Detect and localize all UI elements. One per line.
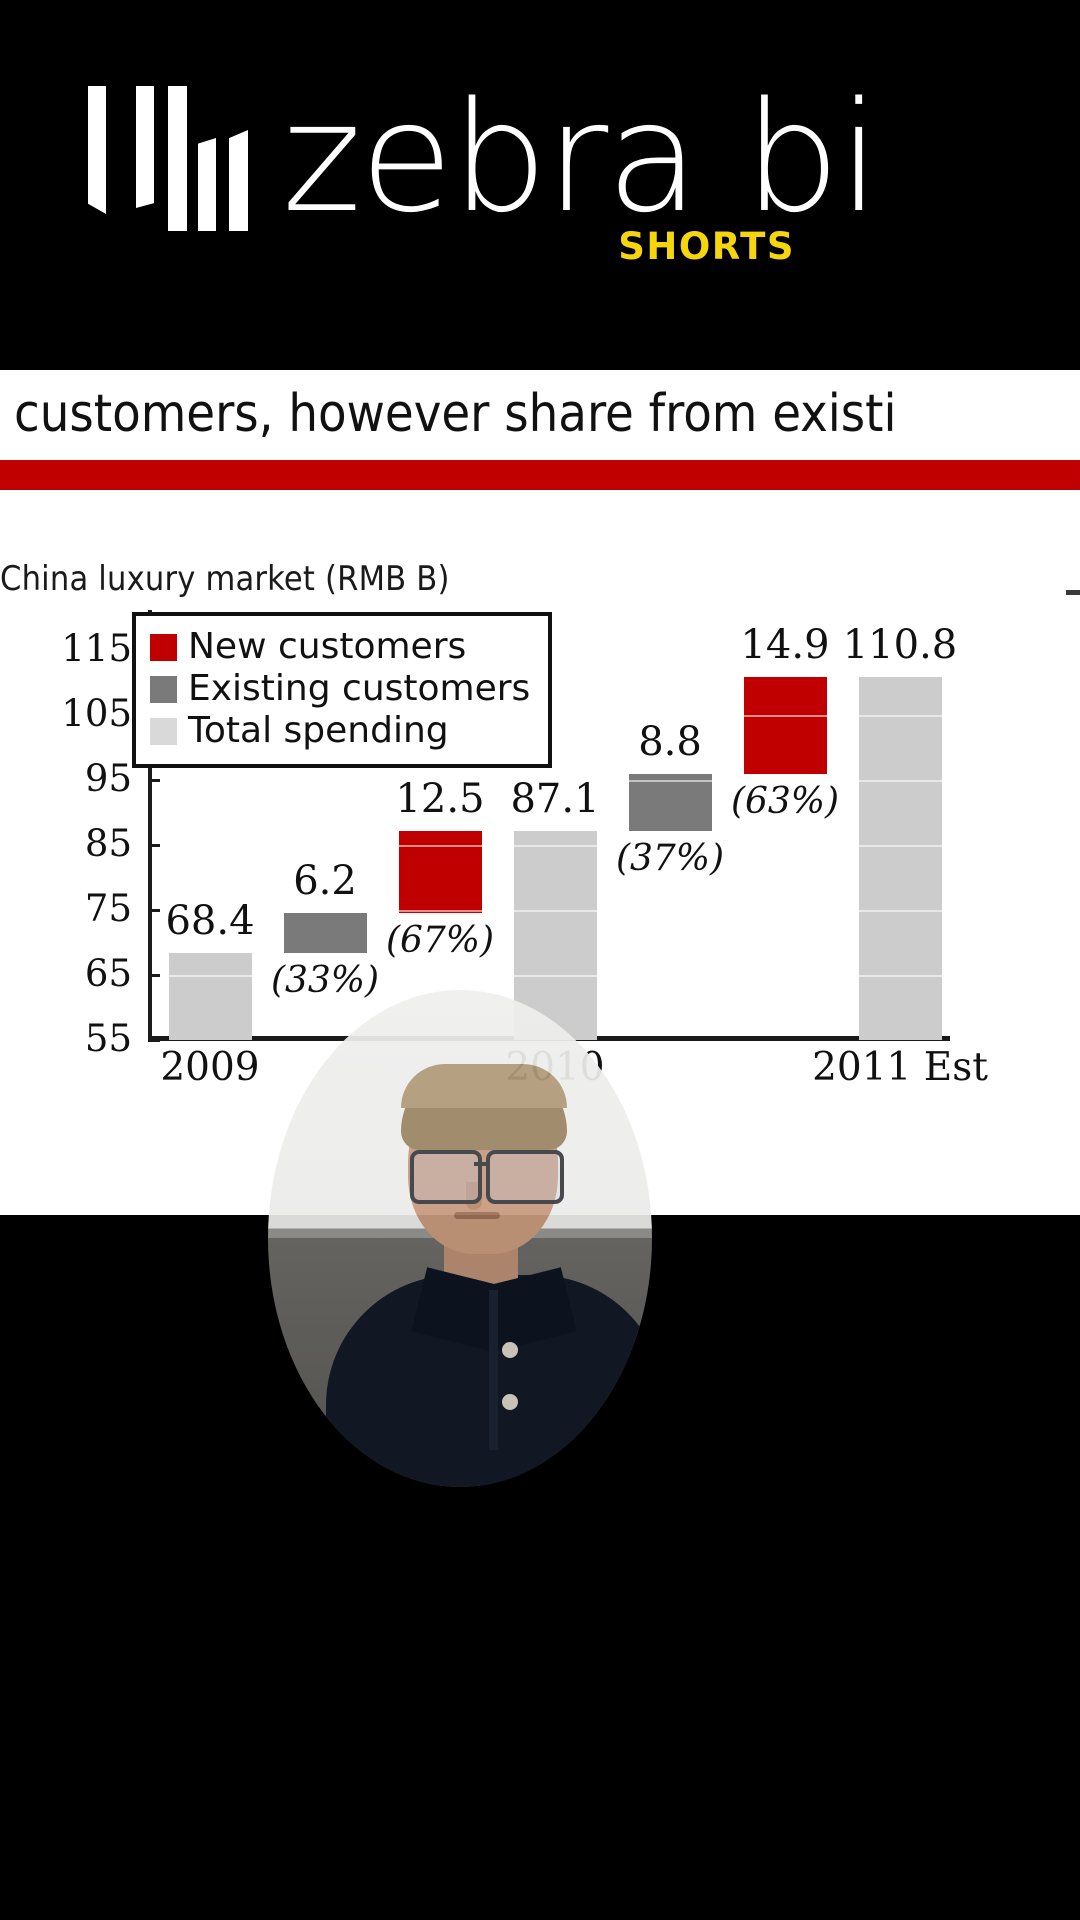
bar-seam — [168, 974, 252, 977]
caption-bar: customers, however share from existi — [0, 370, 1080, 460]
legend-item: Existing customers — [150, 668, 530, 710]
legend-label: Existing customers — [188, 668, 531, 709]
bar-seam — [858, 909, 942, 912]
bar-value-label: 6.2 — [293, 857, 357, 904]
bar-existing-customers — [628, 774, 712, 832]
bar-value-label: 8.8 — [638, 719, 702, 766]
x-tick-label: 2011 Est — [812, 1045, 988, 1090]
bar-seam — [398, 844, 482, 847]
chart-legend: New customers Existing customers Total s… — [132, 612, 553, 768]
presenter-mouth — [454, 1212, 500, 1219]
y-tick-label: 115 — [61, 627, 132, 670]
y-tick — [148, 909, 160, 912]
bar-value-label: 110.8 — [842, 622, 958, 669]
bar-seam — [513, 844, 597, 847]
bar-seam — [513, 909, 597, 912]
legend-swatch-total-spending — [150, 717, 177, 745]
y-tick-label: 85 — [84, 822, 132, 865]
y-tick — [148, 844, 160, 847]
y-tick-label: 75 — [84, 887, 132, 930]
presenter-placket — [489, 1290, 498, 1450]
legend-label: New customers — [188, 626, 467, 667]
zebra-bars-icon — [88, 86, 248, 231]
brand-wordmark: zebra bi — [282, 69, 880, 246]
y-tick-label: 65 — [84, 952, 132, 995]
polo-button — [502, 1342, 518, 1358]
y-tick — [148, 974, 160, 977]
x-tick-label: 2009 — [160, 1045, 260, 1090]
bar-seam — [858, 844, 942, 847]
legend-label: Total spending — [188, 710, 449, 751]
bar-value-label: 68.4 — [165, 897, 255, 944]
caption-text: customers, however share from existi — [14, 384, 897, 444]
legend-item: Total spending — [150, 710, 530, 752]
bar-seam — [513, 974, 597, 977]
y-tick — [148, 1039, 160, 1042]
bar-seam — [743, 714, 827, 717]
bar-seam — [858, 714, 942, 717]
bar-new-customers — [398, 831, 482, 913]
bar-seam — [398, 909, 482, 912]
bar-value-label: 14.9 — [740, 622, 830, 669]
red-divider — [0, 460, 1080, 490]
brand-header: zebra bi SHORTS — [0, 0, 1080, 370]
bar-total-spending — [858, 677, 942, 1040]
shorts-badge: SHORTS — [618, 225, 795, 268]
presenter-hair-highlight — [401, 1064, 567, 1108]
bar-new-customers — [743, 677, 827, 775]
y-tick — [148, 779, 160, 782]
y-axis-line — [148, 610, 152, 1040]
bar-existing-customers — [283, 912, 367, 953]
y-tick-label: 105 — [61, 692, 132, 735]
legend-swatch-new-customers — [150, 633, 177, 661]
bar-percent-label: (37%) — [615, 838, 725, 880]
polo-logo-icon — [598, 1420, 618, 1440]
bar-total-spending — [168, 952, 252, 1040]
chart-title: China luxury market (RMB B) — [0, 559, 450, 599]
bar-value-label: 12.5 — [395, 776, 485, 823]
bar-seam — [858, 974, 942, 977]
presenter-figure — [268, 990, 652, 1487]
y-tick-label: 55 — [84, 1017, 132, 1060]
legend-item: New customers — [150, 626, 530, 668]
bar-percent-label: (63%) — [730, 781, 840, 823]
bar-seam — [628, 779, 712, 782]
polo-button — [502, 1394, 518, 1410]
legend-swatch-existing-customers — [150, 675, 177, 703]
bar-value-label: 87.1 — [510, 776, 600, 823]
bar-percent-label: (67%) — [385, 919, 495, 961]
dash-icon — [1066, 590, 1080, 595]
glasses-right-lens-icon — [486, 1150, 564, 1204]
glasses-bridge-icon — [474, 1162, 488, 1166]
glasses-left-lens-icon — [410, 1150, 482, 1204]
y-tick-label: 95 — [84, 757, 132, 800]
bar-seam — [858, 779, 942, 782]
presenter-webcam[interactable] — [268, 990, 652, 1487]
